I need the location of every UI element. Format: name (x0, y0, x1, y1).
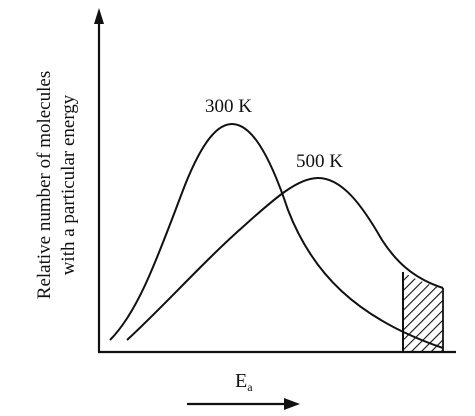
x-axis-label-subscript: a (247, 380, 253, 394)
hatched-region (402, 272, 444, 352)
x-direction-arrowhead (284, 398, 300, 410)
curve-500k (126, 176, 444, 341)
svg-text:Ea: Ea (235, 370, 253, 394)
x-axis-label: Ea (235, 370, 253, 394)
label-500k: 500 K (296, 151, 343, 172)
y-axis-label-line2: with a particular energy (58, 94, 79, 275)
curve-300k (109, 122, 444, 349)
y-axis-arrowhead (94, 8, 104, 24)
x-axis-label-symbol: E (235, 370, 247, 392)
label-300k: 300 K (205, 96, 252, 117)
y-axis-label: Relative number of molecules with a part… (34, 71, 79, 299)
y-axis-label-line1: Relative number of molecules (34, 71, 55, 299)
